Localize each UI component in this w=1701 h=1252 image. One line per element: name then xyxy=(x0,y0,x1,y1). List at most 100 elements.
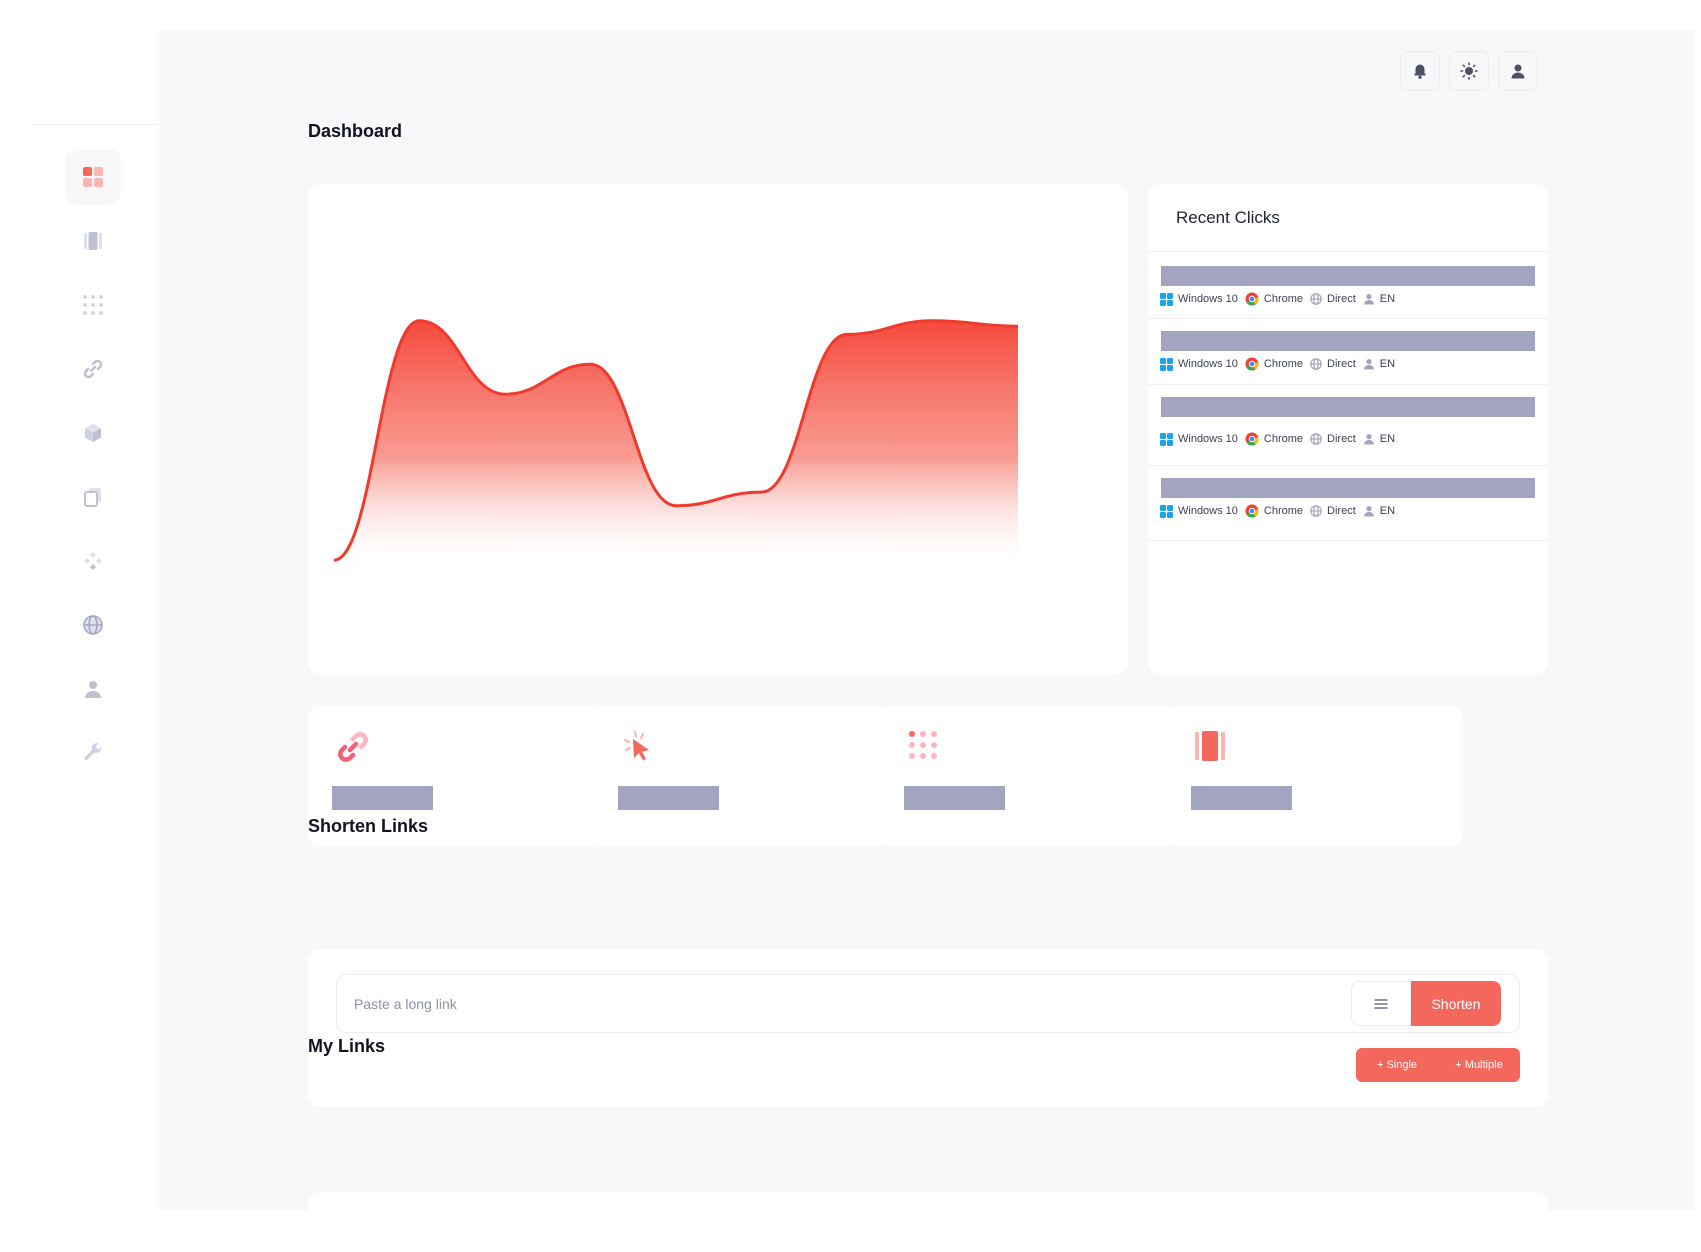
sidebar-item-dashboard[interactable] xyxy=(65,149,121,205)
grid-icon xyxy=(83,295,103,315)
recent-clicks-card: Recent Clicks Windows 10 Chrome Direct EN Wi… xyxy=(1148,184,1548,674)
my-links-card xyxy=(308,1192,1548,1252)
browser-info: Chrome xyxy=(1245,432,1303,446)
links-icon xyxy=(84,232,102,250)
clicks-chart xyxy=(333,319,1019,571)
user-icon xyxy=(1363,359,1374,370)
link-options-button[interactable] xyxy=(1351,981,1411,1026)
chrome-icon xyxy=(1245,504,1259,518)
columns-icon xyxy=(1195,730,1229,769)
stat-card-clicks xyxy=(594,706,890,846)
referrer-label: Direct xyxy=(1327,433,1356,445)
browser-label: Chrome xyxy=(1263,358,1304,370)
windows-icon xyxy=(1160,357,1173,371)
sliders-icon xyxy=(1374,998,1388,1009)
globe-icon xyxy=(1310,433,1322,445)
dots-grid-icon xyxy=(908,730,942,769)
link-icon xyxy=(83,359,103,379)
sidebar-item-user[interactable] xyxy=(65,661,121,717)
stat-value-placeholder xyxy=(904,786,1005,810)
sidebar-item-cube[interactable] xyxy=(65,405,121,461)
recent-click-row[interactable]: Windows 10 Chrome Direct EN xyxy=(1148,468,1548,549)
chart-line xyxy=(333,319,1019,562)
chart-area xyxy=(334,320,1018,571)
profile-button[interactable] xyxy=(1498,51,1538,91)
stat-value-placeholder xyxy=(1191,786,1292,810)
os-info: Windows 10 xyxy=(1160,357,1238,371)
recent-click-url-placeholder xyxy=(1161,331,1535,351)
topbar xyxy=(1400,51,1538,91)
notifications-button[interactable] xyxy=(1400,51,1440,91)
browser-info: Chrome xyxy=(1245,357,1303,371)
recent-click-meta: Windows 10 Chrome Direct EN xyxy=(1160,357,1402,371)
chrome-icon xyxy=(1245,357,1259,371)
sidebar-item-integrations[interactable] xyxy=(65,533,121,589)
divider xyxy=(1148,384,1548,385)
single-mode-button[interactable]: + Single xyxy=(1376,1059,1418,1071)
language-label: EN xyxy=(1379,505,1396,517)
shorten-links-title: Shorten Links xyxy=(308,816,429,836)
chrome-icon xyxy=(1245,432,1259,446)
stat-card-columns xyxy=(1167,706,1463,846)
bell-icon xyxy=(1414,64,1426,79)
sidebar-item-links[interactable] xyxy=(65,213,121,269)
recent-click-row[interactable]: Windows 10 Chrome Direct EN xyxy=(1148,387,1548,468)
referrer-info: Direct xyxy=(1310,293,1356,305)
mode-toggle: + Single + Multiple xyxy=(1356,1048,1520,1082)
sidebar xyxy=(30,30,159,1210)
language-info: EN xyxy=(1363,505,1395,517)
divider xyxy=(1148,540,1548,541)
cursor-click-icon xyxy=(622,730,656,769)
globe-icon xyxy=(1310,358,1322,370)
sidebar-item-settings[interactable] xyxy=(65,725,121,781)
recent-click-meta: Windows 10 Chrome Direct EN xyxy=(1160,432,1402,446)
browser-label: Chrome xyxy=(1263,433,1304,445)
multiple-mode-button[interactable]: + Multiple xyxy=(1455,1059,1503,1071)
language-label: EN xyxy=(1379,433,1396,445)
language-label: EN xyxy=(1379,293,1396,305)
link-icon xyxy=(336,730,370,769)
os-info: Windows 10 xyxy=(1160,504,1238,518)
user-icon xyxy=(85,681,101,698)
dashboard-icon xyxy=(83,167,103,187)
windows-icon xyxy=(1160,432,1173,446)
sidebar-item-globe[interactable] xyxy=(65,597,121,653)
language-info: EN xyxy=(1363,433,1395,445)
clicks-chart-card xyxy=(308,184,1128,674)
globe-icon xyxy=(1310,505,1322,517)
theme-toggle-button[interactable] xyxy=(1449,51,1489,91)
recent-click-url-placeholder xyxy=(1161,478,1535,498)
shorten-button[interactable]: Shorten xyxy=(1411,981,1501,1026)
long-link-input[interactable] xyxy=(337,975,1347,1032)
sun-icon xyxy=(1460,62,1478,80)
referrer-label: Direct xyxy=(1327,293,1356,305)
stat-card-links xyxy=(308,706,604,846)
language-info: EN xyxy=(1363,293,1395,305)
recent-clicks-title: Recent Clicks xyxy=(1176,208,1280,227)
shorten-form: Shorten xyxy=(336,974,1520,1033)
globe-icon xyxy=(1310,293,1322,305)
sidebar-item-copy[interactable] xyxy=(65,469,121,525)
user-icon xyxy=(1363,434,1374,445)
sidebar-item-grid[interactable] xyxy=(65,277,121,333)
copy-icon xyxy=(84,488,101,507)
recent-click-meta: Windows 10 Chrome Direct EN xyxy=(1160,292,1402,306)
recent-click-url-placeholder xyxy=(1161,266,1535,286)
os-label: Windows 10 xyxy=(1178,433,1238,445)
browser-info: Chrome xyxy=(1245,292,1303,306)
divider xyxy=(1148,318,1548,319)
referrer-info: Direct xyxy=(1310,358,1356,370)
sidebar-item-link[interactable] xyxy=(65,341,121,397)
browser-info: Chrome xyxy=(1245,504,1303,518)
recent-click-row[interactable]: Windows 10 Chrome Direct EN xyxy=(1148,256,1548,321)
recent-click-row[interactable]: Windows 10 Chrome Direct EN xyxy=(1148,321,1548,387)
stat-value-placeholder xyxy=(618,786,719,810)
recent-click-meta: Windows 10 Chrome Direct EN xyxy=(1160,504,1402,518)
os-label: Windows 10 xyxy=(1178,293,1238,305)
referrer-label: Direct xyxy=(1327,505,1356,517)
my-links-title: My Links xyxy=(308,1036,386,1056)
os-label: Windows 10 xyxy=(1178,358,1238,370)
windows-icon xyxy=(1160,292,1173,306)
stat-card-grid xyxy=(880,706,1176,846)
main-content: Dashboard Recent Clicks Windows 10 Chrome… xyxy=(159,30,1694,1252)
